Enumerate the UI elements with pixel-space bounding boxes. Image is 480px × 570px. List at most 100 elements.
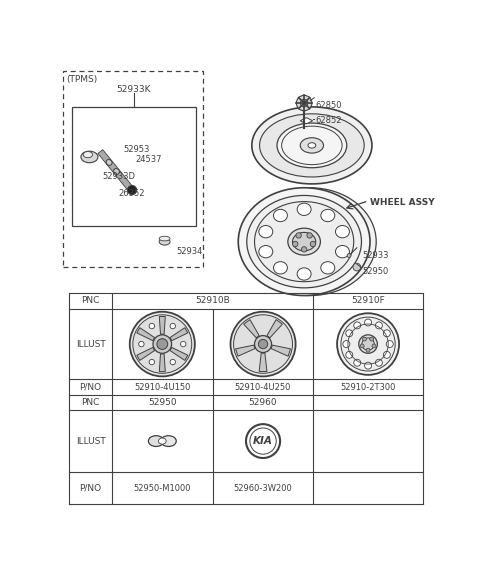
Polygon shape <box>159 316 165 334</box>
Text: 52910-4U250: 52910-4U250 <box>235 382 291 392</box>
Polygon shape <box>170 328 188 341</box>
Polygon shape <box>170 348 188 360</box>
Circle shape <box>307 233 312 238</box>
Text: P/NO: P/NO <box>80 483 102 492</box>
Circle shape <box>258 340 268 349</box>
Ellipse shape <box>274 209 288 222</box>
Polygon shape <box>137 328 155 341</box>
Polygon shape <box>137 348 155 360</box>
Text: 26352: 26352 <box>118 189 144 198</box>
Polygon shape <box>98 149 132 190</box>
Polygon shape <box>159 354 165 372</box>
Polygon shape <box>300 117 312 124</box>
Text: 52933K: 52933K <box>116 86 151 95</box>
Ellipse shape <box>297 268 311 280</box>
Circle shape <box>372 344 376 348</box>
Ellipse shape <box>300 138 324 153</box>
Circle shape <box>170 359 176 365</box>
Text: WHEEL ASSY: WHEEL ASSY <box>370 198 434 207</box>
Ellipse shape <box>234 315 292 373</box>
Circle shape <box>180 341 186 347</box>
Ellipse shape <box>159 236 170 241</box>
Circle shape <box>353 263 360 271</box>
Ellipse shape <box>244 188 376 296</box>
Ellipse shape <box>81 151 98 162</box>
Ellipse shape <box>260 114 364 177</box>
Ellipse shape <box>259 226 273 238</box>
Circle shape <box>310 241 316 247</box>
Ellipse shape <box>252 107 372 184</box>
Ellipse shape <box>158 438 166 444</box>
Circle shape <box>250 428 276 454</box>
Ellipse shape <box>247 196 361 288</box>
Ellipse shape <box>347 254 351 258</box>
Text: 62850: 62850 <box>316 101 342 110</box>
Circle shape <box>246 424 280 458</box>
Ellipse shape <box>308 142 316 148</box>
Circle shape <box>296 233 301 238</box>
Polygon shape <box>259 353 267 372</box>
Circle shape <box>139 341 144 347</box>
Ellipse shape <box>336 226 349 238</box>
Text: 52910-4U150: 52910-4U150 <box>134 382 191 392</box>
Ellipse shape <box>282 126 342 165</box>
Ellipse shape <box>336 246 349 258</box>
Ellipse shape <box>114 169 120 174</box>
Polygon shape <box>271 345 290 356</box>
Circle shape <box>343 341 350 348</box>
Text: 52910-2T300: 52910-2T300 <box>340 382 396 392</box>
Circle shape <box>254 336 272 352</box>
Circle shape <box>346 330 353 337</box>
Text: KIA: KIA <box>253 436 273 446</box>
Circle shape <box>153 335 172 353</box>
Circle shape <box>346 351 353 359</box>
Ellipse shape <box>297 203 311 215</box>
Text: (TPMS): (TPMS) <box>66 75 97 84</box>
Ellipse shape <box>337 314 399 375</box>
Text: 52934: 52934 <box>176 247 203 256</box>
Circle shape <box>386 341 393 348</box>
Polygon shape <box>267 320 282 338</box>
Circle shape <box>301 247 307 252</box>
Bar <box>63 71 204 267</box>
Text: 52910F: 52910F <box>351 296 385 306</box>
Polygon shape <box>236 345 255 356</box>
Polygon shape <box>244 320 259 338</box>
Circle shape <box>384 330 390 337</box>
Text: 52933D: 52933D <box>103 172 136 181</box>
Ellipse shape <box>292 233 316 251</box>
Circle shape <box>375 359 383 366</box>
Text: P/NO: P/NO <box>80 382 102 392</box>
Circle shape <box>300 99 308 107</box>
Ellipse shape <box>359 335 377 353</box>
Text: 24537: 24537 <box>135 156 162 164</box>
Text: PNC: PNC <box>82 296 100 306</box>
Ellipse shape <box>362 338 374 350</box>
Text: 52950: 52950 <box>362 267 388 276</box>
Ellipse shape <box>230 312 296 376</box>
Ellipse shape <box>161 435 176 446</box>
Circle shape <box>149 323 155 329</box>
Bar <box>72 107 196 226</box>
Ellipse shape <box>321 209 335 222</box>
Circle shape <box>365 362 372 369</box>
Text: 52953: 52953 <box>123 145 150 154</box>
Text: 52910B: 52910B <box>195 296 230 306</box>
Ellipse shape <box>274 262 288 274</box>
Text: ILLUST: ILLUST <box>76 437 106 446</box>
Circle shape <box>354 322 360 329</box>
Ellipse shape <box>238 188 370 296</box>
Text: 52960-3W200: 52960-3W200 <box>234 483 292 492</box>
Ellipse shape <box>83 152 93 158</box>
Circle shape <box>366 348 370 352</box>
Circle shape <box>362 337 366 341</box>
Text: 62852: 62852 <box>316 116 342 125</box>
Circle shape <box>375 322 383 329</box>
Circle shape <box>170 323 176 329</box>
Text: 52960: 52960 <box>249 398 277 407</box>
Ellipse shape <box>130 312 195 376</box>
Circle shape <box>360 344 364 348</box>
Ellipse shape <box>254 202 354 282</box>
Circle shape <box>370 337 373 341</box>
Circle shape <box>293 241 298 247</box>
